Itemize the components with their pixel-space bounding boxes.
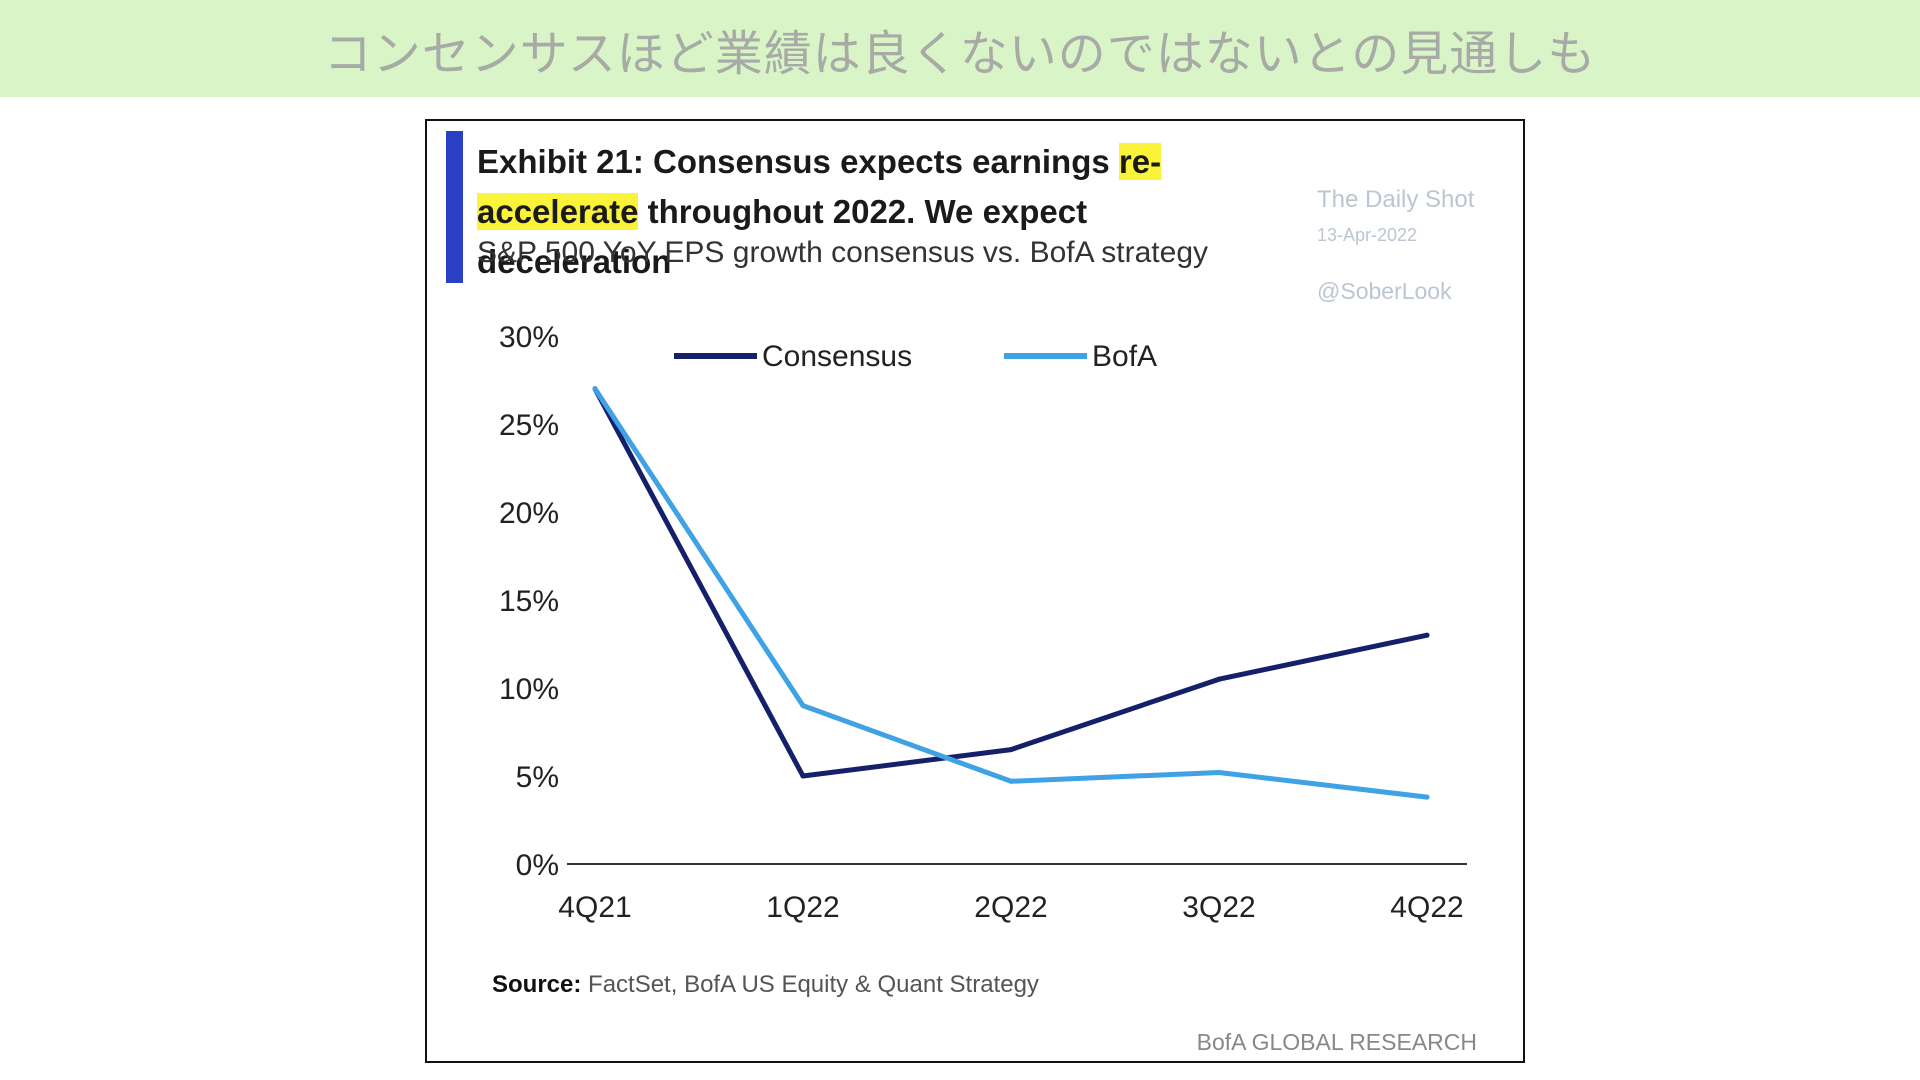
legend-label-bofa: BofA xyxy=(1092,340,1157,373)
source-text: FactSet, BofA US Equity & Quant Strategy xyxy=(581,971,1039,998)
data-point-bofa xyxy=(800,703,806,709)
watermark-handle: @SoberLook xyxy=(1317,278,1452,304)
y-tick-label: 10% xyxy=(499,673,559,706)
exhibit-subtitle: S&P 500 YoY EPS growth consensus vs. Bof… xyxy=(477,236,1209,269)
data-point-bofa xyxy=(592,386,598,392)
line-chart: 0% 5% 10% 15% 20% 25% 30% 4Q21 1Q22 2Q22 3Q22 4Q22 C… xyxy=(499,321,1467,924)
y-tick-label: 25% xyxy=(499,409,559,442)
x-tick-label: 4Q22 xyxy=(1390,891,1463,924)
banner: コンセンサスほど業績は良くないのではないとの見通しも xyxy=(0,0,1920,97)
source-note: Source: FactSet, BofA US Equity & Quant … xyxy=(492,971,1039,999)
series-line-bofa xyxy=(592,386,1430,800)
data-point-bofa xyxy=(1424,794,1430,800)
x-tick-label: 2Q22 xyxy=(974,891,1047,924)
y-tick-label: 20% xyxy=(499,497,559,530)
accent-bar xyxy=(446,131,463,283)
data-point-consensus xyxy=(1424,632,1430,638)
banner-text: コンセンサスほど業績は良くないのではないとの見通しも xyxy=(323,25,1597,82)
watermark-name: The Daily Shot xyxy=(1317,186,1475,213)
y-tick-label: 30% xyxy=(499,321,559,354)
legend-label-consensus: Consensus xyxy=(762,340,912,373)
data-point-consensus xyxy=(800,773,806,779)
title-part-2: throughout 2022. We expect deceleration xyxy=(477,193,1088,280)
data-point-consensus xyxy=(1216,676,1222,682)
data-point-bofa xyxy=(1216,769,1222,775)
source-label: Source: xyxy=(492,971,582,998)
x-tick-label: 4Q21 xyxy=(558,891,631,924)
x-tick-label: 1Q22 xyxy=(766,891,839,924)
exhibit-title: Exhibit 21: Consensus expects earnings r… xyxy=(477,137,1237,287)
y-tick-label: 0% xyxy=(516,849,559,882)
y-tick-label: 15% xyxy=(499,585,559,618)
y-tick-label: 5% xyxy=(516,761,559,794)
data-point-consensus xyxy=(1008,747,1014,753)
watermark-date: 13-Apr-2022 xyxy=(1317,225,1418,245)
footer-brand: BofA GLOBAL RESEARCH xyxy=(1196,1029,1477,1055)
exhibit-frame: Exhibit 21: Consensus expects earnings r… xyxy=(425,119,1525,1063)
x-tick-label: 3Q22 xyxy=(1182,891,1255,924)
data-point-bofa xyxy=(1008,778,1014,784)
title-part-1: Exhibit 21: Consensus expects earnings xyxy=(477,143,1119,180)
